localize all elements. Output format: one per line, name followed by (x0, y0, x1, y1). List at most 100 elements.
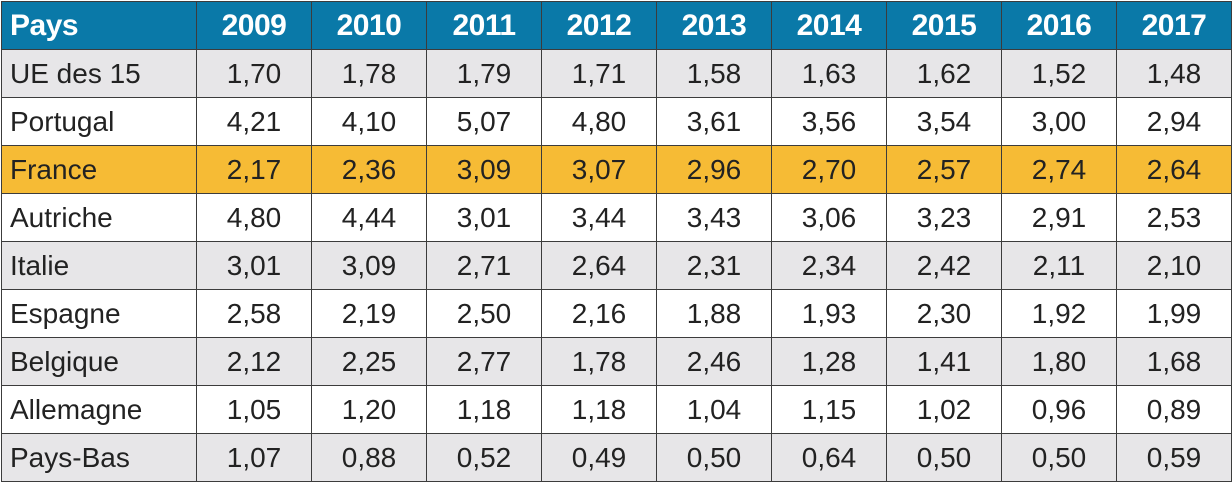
value-cell: 1,70 (196, 49, 312, 98)
header-year: 2010 (311, 1, 427, 50)
value-cell: 0,59 (1116, 433, 1232, 482)
value-cell: 2,25 (311, 337, 427, 386)
value-cell: 0,64 (771, 433, 887, 482)
value-cell: 3,43 (656, 193, 772, 242)
value-cell: 0,96 (1001, 385, 1117, 434)
table-row: Autriche 4,80 4,44 3,01 3,44 3,43 3,06 3,23 2,91… (1, 193, 1232, 242)
value-cell: 1,52 (1001, 49, 1117, 98)
value-cell: 3,09 (426, 145, 542, 194)
header-year: 2015 (886, 1, 1002, 50)
table-row: Belgique 2,12 2,25 2,77 1,78 2,46 1,28 1,41 1,80… (1, 337, 1232, 386)
value-cell: 2,96 (656, 145, 772, 194)
value-cell: 1,04 (656, 385, 772, 434)
value-cell: 2,17 (196, 145, 312, 194)
header-country: Pays (1, 1, 197, 50)
value-cell: 2,30 (886, 289, 1002, 338)
value-cell: 1,20 (311, 385, 427, 434)
header-row: Pays 2009 2010 2011 2012 2013 2014 2015 … (1, 1, 1232, 50)
value-cell: 1,93 (771, 289, 887, 338)
value-cell: 3,44 (541, 193, 657, 242)
value-cell: 0,49 (541, 433, 657, 482)
value-cell: 1,28 (771, 337, 887, 386)
value-cell: 1,92 (1001, 289, 1117, 338)
value-cell: 2,64 (1116, 145, 1232, 194)
country-cell: UE des 15 (1, 49, 197, 98)
value-cell: 1,63 (771, 49, 887, 98)
value-cell: 0,50 (1001, 433, 1117, 482)
table-header: Pays 2009 2010 2011 2012 2013 2014 2015 … (1, 1, 1232, 50)
value-cell: 1,71 (541, 49, 657, 98)
value-cell: 1,15 (771, 385, 887, 434)
value-cell: 3,23 (886, 193, 1002, 242)
value-cell: 1,78 (311, 49, 427, 98)
table-row: UE des 15 1,70 1,78 1,79 1,71 1,58 1,63 1,62 1,5… (1, 49, 1232, 98)
value-cell: 1,58 (656, 49, 772, 98)
value-cell: 1,02 (886, 385, 1002, 434)
value-cell: 1,18 (426, 385, 542, 434)
value-cell: 1,79 (426, 49, 542, 98)
value-cell: 2,34 (771, 241, 887, 290)
country-cell: France (1, 145, 197, 194)
value-cell: 3,06 (771, 193, 887, 242)
value-cell: 2,71 (426, 241, 542, 290)
country-cell: Allemagne (1, 385, 197, 434)
table-body: UE des 15 1,70 1,78 1,79 1,71 1,58 1,63 1,62 1,5… (1, 49, 1232, 482)
value-cell: 1,07 (196, 433, 312, 482)
header-year: 2009 (196, 1, 312, 50)
value-cell: 2,31 (656, 241, 772, 290)
value-cell: 2,91 (1001, 193, 1117, 242)
value-cell: 1,18 (541, 385, 657, 434)
value-cell: 3,00 (1001, 97, 1117, 146)
value-cell: 3,61 (656, 97, 772, 146)
header-year: 2013 (656, 1, 772, 50)
value-cell: 2,16 (541, 289, 657, 338)
value-cell: 2,74 (1001, 145, 1117, 194)
value-cell: 4,80 (541, 97, 657, 146)
value-cell: 2,12 (196, 337, 312, 386)
value-cell: 1,68 (1116, 337, 1232, 386)
value-cell: 2,94 (1116, 97, 1232, 146)
country-cell: Portugal (1, 97, 197, 146)
value-cell: 2,19 (311, 289, 427, 338)
value-cell: 4,10 (311, 97, 427, 146)
table-row: Portugal 4,21 4,10 5,07 4,80 3,61 3,56 3,54 3,00… (1, 97, 1232, 146)
value-cell: 1,41 (886, 337, 1002, 386)
value-cell: 3,01 (426, 193, 542, 242)
table-row: Espagne 2,58 2,19 2,50 2,16 1,88 1,93 2,30 1,92 1… (1, 289, 1232, 338)
value-cell: 2,50 (426, 289, 542, 338)
country-cell: Italie (1, 241, 197, 290)
value-cell: 1,88 (656, 289, 772, 338)
value-cell: 0,50 (886, 433, 1002, 482)
header-year: 2012 (541, 1, 657, 50)
value-cell: 1,80 (1001, 337, 1117, 386)
country-cell: Belgique (1, 337, 197, 386)
value-cell: 2,42 (886, 241, 1002, 290)
value-cell: 1,62 (886, 49, 1002, 98)
country-cell: Espagne (1, 289, 197, 338)
header-year: 2016 (1001, 1, 1117, 50)
header-year: 2017 (1116, 1, 1232, 50)
value-cell: 4,21 (196, 97, 312, 146)
header-year: 2011 (426, 1, 542, 50)
value-cell: 2,11 (1001, 241, 1117, 290)
value-cell: 3,07 (541, 145, 657, 194)
value-cell: 4,44 (311, 193, 427, 242)
value-cell: 0,52 (426, 433, 542, 482)
value-cell: 0,89 (1116, 385, 1232, 434)
country-cell: Pays-Bas (1, 433, 197, 482)
table-row: Pays-Bas 1,07 0,88 0,52 0,49 0,50 0,64 0,50 0,50… (1, 433, 1232, 482)
value-cell: 2,64 (541, 241, 657, 290)
country-year-table: Pays 2009 2010 2011 2012 2013 2014 2015 … (1, 1, 1232, 482)
value-cell: 4,80 (196, 193, 312, 242)
value-cell: 0,50 (656, 433, 772, 482)
value-cell: 2,77 (426, 337, 542, 386)
value-cell: 2,53 (1116, 193, 1232, 242)
value-cell: 0,88 (311, 433, 427, 482)
table-row: Allemagne 1,05 1,20 1,18 1,18 1,04 1,15 1,02 0,9… (1, 385, 1232, 434)
value-cell: 2,57 (886, 145, 1002, 194)
value-cell: 2,36 (311, 145, 427, 194)
value-cell: 2,58 (196, 289, 312, 338)
header-year: 2014 (771, 1, 887, 50)
value-cell: 1,78 (541, 337, 657, 386)
